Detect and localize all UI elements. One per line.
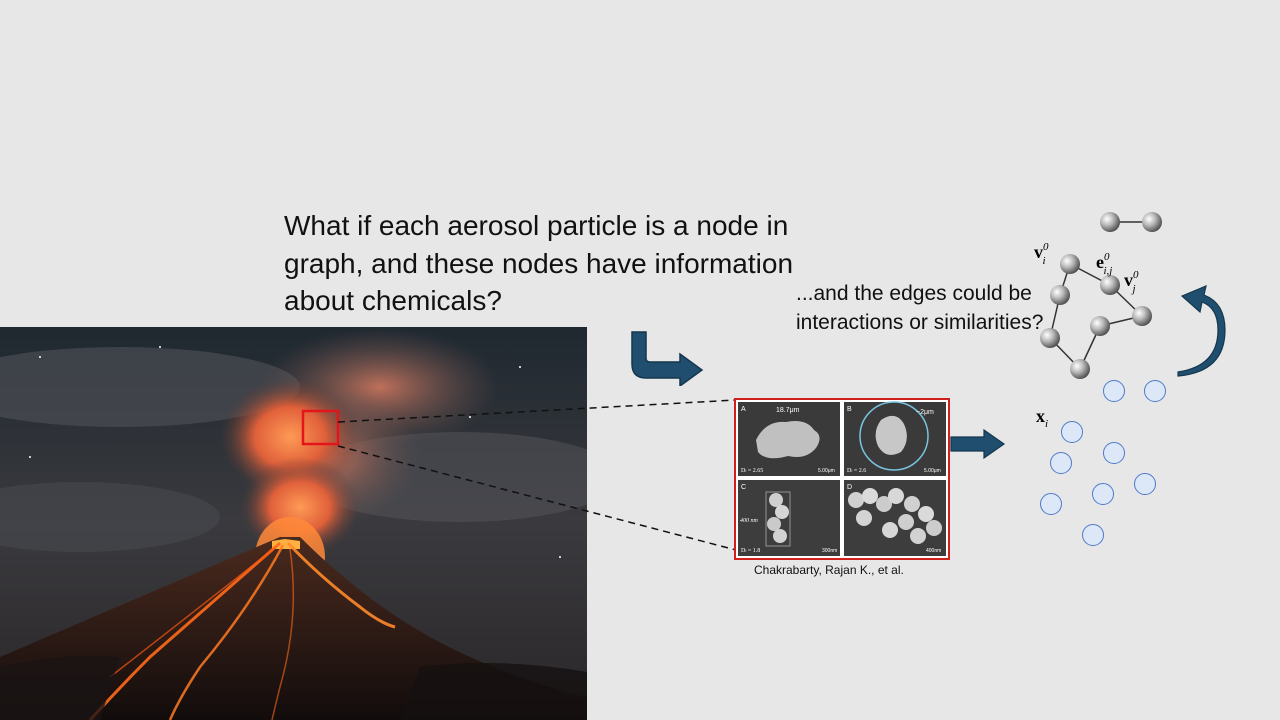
panel-b-scale: 5.00μm [924, 468, 941, 474]
panel-b-letter: B [847, 406, 852, 413]
feature-label-xi: xi [1036, 406, 1048, 430]
panel-c-size: 400 nm [740, 517, 759, 524]
right-arrow-icon [950, 428, 1006, 460]
panel-b-size: ~2μm [916, 409, 934, 416]
volcano-photo [0, 327, 587, 720]
panel-c-df: Dₗ = 1.8 [741, 548, 760, 554]
node-label-vj: v0 j [1124, 269, 1139, 295]
graph-node [1070, 359, 1090, 379]
sem-figure: A 18.7μm Dₗ = 2.65 5.00μm B ~2μm Dₗ = 2.… [734, 398, 950, 560]
graph-nodes [1040, 254, 1152, 379]
citation-text: Chakrabarty, Rajan K., et al. [754, 563, 904, 577]
panel-b-df: Dₗ = 2.6 [847, 468, 866, 474]
graph-diagram: v0 i e0 i,j v0 j xi [1034, 212, 1226, 546]
main-question-text: What if each aerosol particle is a node … [284, 210, 794, 316]
panel-a-scale: 5.00μm [818, 468, 835, 474]
curved-arrow-icon [1177, 285, 1226, 377]
panel-c-scale: 300nm [822, 548, 837, 554]
panel-d-scale: 400nm [926, 548, 941, 554]
panel-a-letter: A [741, 406, 746, 413]
graph-node [1090, 316, 1110, 336]
graph-node [1050, 285, 1070, 305]
panel-a-df: Dₗ = 2.65 [741, 468, 763, 474]
edge-label-eij: e0 i,j [1096, 251, 1112, 277]
sem-panel-c [738, 480, 840, 556]
panel-d-letter: D [847, 484, 852, 491]
graph-node [1132, 306, 1152, 326]
graph-node [1060, 254, 1080, 274]
node-label-vi: v0 i [1034, 241, 1049, 267]
graph-node [1100, 275, 1120, 295]
bent-arrow-icon [631, 331, 704, 386]
edges-question-text: ...and the edges could be interactions o… [796, 282, 1044, 334]
legend-node [1100, 212, 1120, 232]
legend-node [1142, 212, 1162, 232]
panel-a-size: 18.7μm [776, 407, 800, 414]
panel-c-letter: C [741, 484, 746, 491]
graph-node [1040, 328, 1060, 348]
zoom-box [301, 409, 340, 446]
feature-nodes [1040, 380, 1166, 546]
